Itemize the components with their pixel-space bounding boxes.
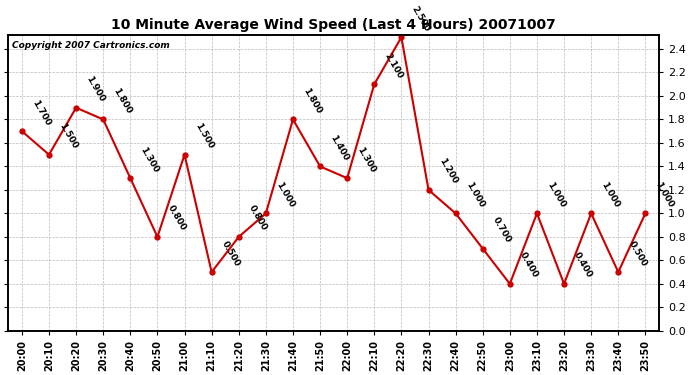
Text: 0.500: 0.500 (627, 239, 649, 268)
Text: 0.400: 0.400 (573, 251, 594, 280)
Text: 1.400: 1.400 (328, 133, 351, 162)
Text: 2.100: 2.100 (383, 51, 404, 80)
Text: 1.000: 1.000 (545, 180, 567, 209)
Text: 1.200: 1.200 (437, 157, 459, 186)
Text: 1.300: 1.300 (355, 145, 377, 174)
Text: Copyright 2007 Cartronics.com: Copyright 2007 Cartronics.com (12, 41, 169, 50)
Title: 10 Minute Average Wind Speed (Last 4 Hours) 20071007: 10 Minute Average Wind Speed (Last 4 Hou… (111, 18, 556, 32)
Text: 1.700: 1.700 (30, 98, 52, 127)
Text: 1.300: 1.300 (139, 145, 161, 174)
Text: 1.000: 1.000 (653, 180, 676, 209)
Text: 0.700: 0.700 (491, 216, 513, 244)
Text: 1.000: 1.000 (464, 180, 486, 209)
Text: 1.500: 1.500 (57, 122, 79, 150)
Text: 2.500: 2.500 (410, 4, 431, 33)
Text: 0.800: 0.800 (247, 204, 269, 233)
Text: 1.000: 1.000 (274, 180, 296, 209)
Text: 1.900: 1.900 (84, 75, 106, 104)
Text: 1.800: 1.800 (302, 86, 323, 115)
Text: 1.800: 1.800 (112, 86, 133, 115)
Text: 1.000: 1.000 (600, 180, 621, 209)
Text: 0.400: 0.400 (518, 251, 540, 280)
Text: 0.800: 0.800 (166, 204, 188, 233)
Text: 0.500: 0.500 (220, 239, 242, 268)
Text: 1.500: 1.500 (193, 122, 215, 150)
